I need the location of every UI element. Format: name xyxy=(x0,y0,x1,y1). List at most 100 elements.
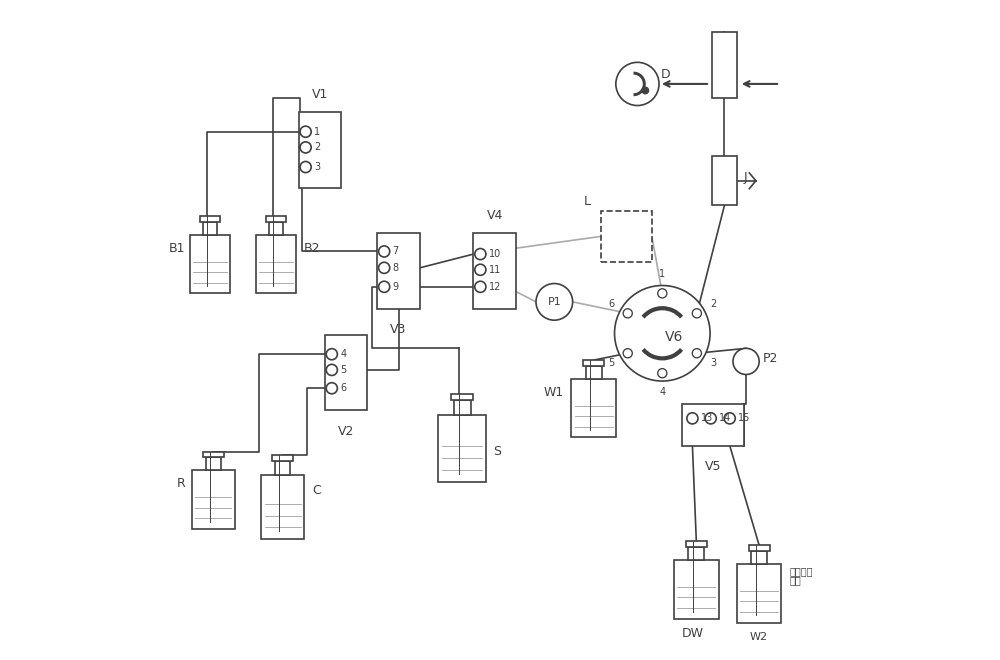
Circle shape xyxy=(300,126,311,137)
Circle shape xyxy=(615,286,710,381)
Bar xyxy=(261,475,304,539)
Circle shape xyxy=(705,412,716,424)
Circle shape xyxy=(300,162,311,173)
Text: 8: 8 xyxy=(393,263,399,273)
Text: J: J xyxy=(744,171,748,184)
Text: 5: 5 xyxy=(340,365,347,375)
Bar xyxy=(454,400,471,415)
Bar xyxy=(601,211,652,262)
Bar xyxy=(674,560,719,618)
Circle shape xyxy=(692,309,701,318)
Circle shape xyxy=(326,383,337,394)
Bar xyxy=(473,234,516,309)
Bar xyxy=(571,379,616,438)
Text: 1: 1 xyxy=(659,269,665,279)
Text: 14: 14 xyxy=(719,413,731,423)
Circle shape xyxy=(326,364,337,376)
Circle shape xyxy=(379,262,390,273)
Circle shape xyxy=(724,412,735,424)
Text: 装置: 装置 xyxy=(789,576,801,585)
Text: V1: V1 xyxy=(312,88,328,100)
Text: B2: B2 xyxy=(304,242,320,255)
Bar xyxy=(438,415,486,482)
Circle shape xyxy=(733,348,759,374)
Bar xyxy=(203,222,217,235)
Text: W2: W2 xyxy=(750,632,768,642)
Text: 13: 13 xyxy=(701,413,713,423)
Text: 2: 2 xyxy=(314,143,320,152)
Text: V6: V6 xyxy=(665,329,683,344)
Circle shape xyxy=(623,309,632,318)
Text: 6: 6 xyxy=(340,383,346,393)
Bar xyxy=(583,360,604,366)
Text: P2: P2 xyxy=(762,352,778,364)
Text: 11: 11 xyxy=(489,265,501,275)
Bar xyxy=(451,394,473,400)
Circle shape xyxy=(379,246,390,257)
Bar xyxy=(206,457,221,471)
Circle shape xyxy=(616,62,659,106)
Bar xyxy=(203,451,224,457)
Bar xyxy=(712,32,737,98)
Bar xyxy=(266,216,286,222)
Circle shape xyxy=(379,281,390,292)
Bar xyxy=(751,550,767,564)
Bar xyxy=(272,455,293,461)
Circle shape xyxy=(623,348,632,358)
Text: V4: V4 xyxy=(487,209,503,222)
Circle shape xyxy=(658,369,667,378)
Bar xyxy=(299,112,341,187)
Text: 12: 12 xyxy=(489,282,501,292)
Text: 10: 10 xyxy=(489,249,501,259)
Text: L: L xyxy=(584,195,591,208)
Circle shape xyxy=(475,281,486,292)
Text: V5: V5 xyxy=(704,460,721,473)
Circle shape xyxy=(658,289,667,298)
Circle shape xyxy=(692,348,701,358)
Text: 15: 15 xyxy=(738,413,751,423)
Bar xyxy=(737,564,781,622)
Text: 1: 1 xyxy=(314,127,320,137)
Bar xyxy=(190,235,230,293)
Text: 6: 6 xyxy=(608,299,614,309)
Text: 5: 5 xyxy=(608,358,614,368)
Text: B1: B1 xyxy=(169,242,185,255)
Text: 4: 4 xyxy=(659,387,665,397)
Bar xyxy=(682,405,744,446)
Text: W1: W1 xyxy=(544,385,564,399)
Text: S: S xyxy=(493,445,501,457)
Text: V3: V3 xyxy=(390,323,407,336)
Circle shape xyxy=(536,284,573,320)
Bar xyxy=(749,545,770,550)
Bar xyxy=(269,222,283,235)
Text: 9: 9 xyxy=(393,282,399,292)
Text: V2: V2 xyxy=(338,424,354,438)
Bar xyxy=(686,541,707,546)
Text: D: D xyxy=(660,67,670,81)
Bar xyxy=(712,156,737,205)
Text: P1: P1 xyxy=(547,297,561,307)
Bar xyxy=(586,366,602,379)
Text: 4: 4 xyxy=(340,349,346,359)
Text: 3: 3 xyxy=(710,358,716,368)
Bar xyxy=(688,546,704,560)
Circle shape xyxy=(687,412,698,424)
Circle shape xyxy=(475,264,486,275)
Bar xyxy=(192,471,235,529)
Bar xyxy=(200,216,220,222)
Text: C: C xyxy=(312,484,321,497)
Text: 液位监测: 液位监测 xyxy=(789,566,813,576)
Text: 7: 7 xyxy=(393,246,399,257)
Text: 3: 3 xyxy=(314,162,320,172)
Bar xyxy=(275,461,290,475)
Bar xyxy=(256,235,296,293)
Bar xyxy=(377,234,420,309)
Circle shape xyxy=(475,249,486,259)
Text: R: R xyxy=(177,477,186,490)
Circle shape xyxy=(300,142,311,153)
Bar xyxy=(325,335,367,410)
Circle shape xyxy=(326,348,337,360)
Circle shape xyxy=(642,87,649,94)
Text: DW: DW xyxy=(682,627,704,640)
Text: 2: 2 xyxy=(710,299,716,309)
